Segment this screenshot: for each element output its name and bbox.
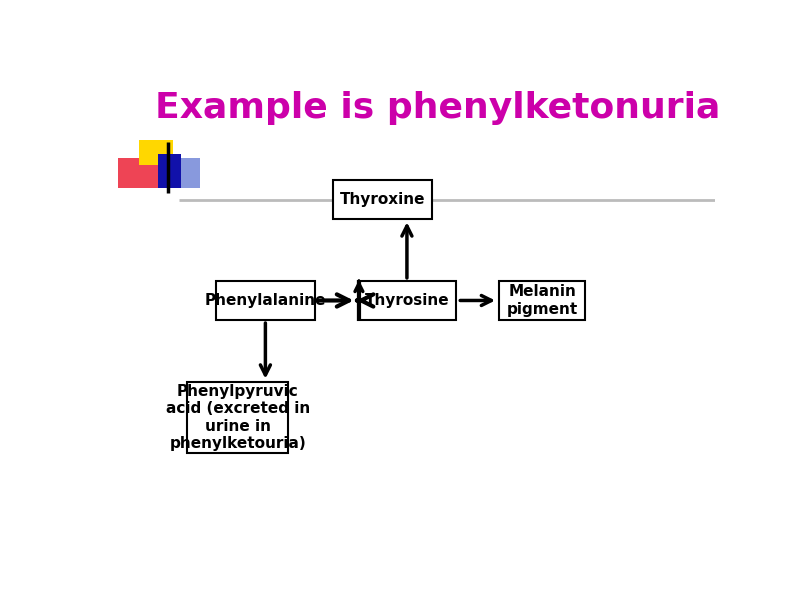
FancyBboxPatch shape <box>499 281 585 320</box>
Text: Example is phenylketonuria: Example is phenylketonuria <box>155 91 720 125</box>
Text: Thyrosine: Thyrosine <box>364 293 449 308</box>
FancyBboxPatch shape <box>139 140 173 165</box>
FancyBboxPatch shape <box>357 281 456 320</box>
FancyBboxPatch shape <box>118 158 164 188</box>
Text: Phenylalanine: Phenylalanine <box>205 293 326 308</box>
FancyBboxPatch shape <box>216 281 314 320</box>
FancyBboxPatch shape <box>333 180 432 219</box>
Text: Melanin
pigment: Melanin pigment <box>507 284 578 317</box>
FancyBboxPatch shape <box>172 158 199 188</box>
Text: Phenylpyruvic
acid (excreted in
urine in
phenylketouria): Phenylpyruvic acid (excreted in urine in… <box>166 384 310 451</box>
FancyBboxPatch shape <box>187 382 288 453</box>
Text: Thyroxine: Thyroxine <box>340 192 425 207</box>
FancyBboxPatch shape <box>158 154 181 188</box>
